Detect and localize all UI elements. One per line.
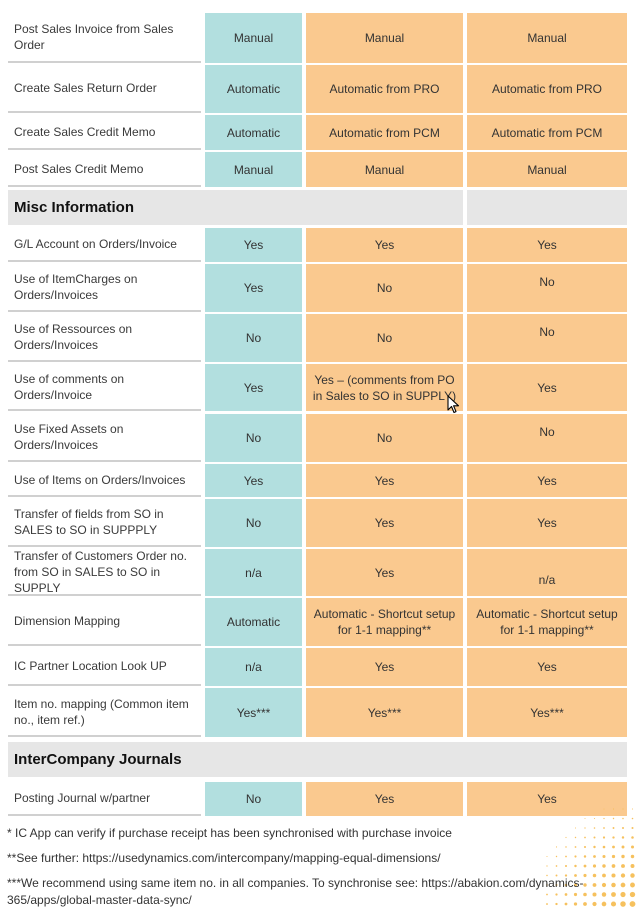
table-row: Posting Journal w/partner No Yes Yes (0, 782, 637, 816)
cell-col3: n/a (467, 549, 627, 596)
cell-col2: Automatic from PRO (306, 65, 463, 113)
cell-col1: Yes (205, 364, 302, 411)
table-row: G/L Account on Orders/Invoice Yes Yes Ye… (0, 228, 637, 262)
table-row: Transfer of fields from SO in SALES to S… (0, 499, 637, 547)
cell-col2: No (306, 414, 463, 462)
cell-col2: Manual (306, 152, 463, 187)
row-label: Use of Items on Orders/Invoices (8, 464, 201, 497)
cell-col3: Yes (467, 364, 627, 411)
table-row: Use of Ressources on Orders/Invoices No … (0, 314, 637, 362)
cell-col3: Yes*** (467, 688, 627, 737)
cell-col3: No (467, 264, 627, 312)
table-row: Use Fixed Assets on Orders/Invoices No N… (0, 414, 637, 462)
mouse-cursor-icon (447, 395, 460, 414)
section-header-journals: InterCompany Journals (0, 742, 637, 777)
cell-col3: Yes (467, 782, 627, 816)
row-label: Use of comments on Orders/Invoice (8, 364, 201, 411)
cell-col1: n/a (205, 549, 302, 596)
cell-col3: Automatic - Shortcut setup for 1-1 mappi… (467, 598, 627, 646)
cell-col3: No (467, 414, 627, 462)
table-row: Post Sales Credit Memo Manual Manual Man… (0, 152, 637, 187)
table-row: Post Sales Invoice from Sales Order Manu… (0, 13, 637, 63)
cell-col3: Manual (467, 152, 627, 187)
cell-col1: Automatic (205, 598, 302, 646)
cell-col2: Yes (306, 782, 463, 816)
row-label: IC Partner Location Look UP (8, 648, 201, 686)
cell-col3: Yes (467, 648, 627, 686)
cell-col1: No (205, 499, 302, 547)
cell-col3: Manual (467, 13, 627, 63)
footnote-1: * IC App can verify if purchase receipt … (7, 826, 452, 840)
table-row: IC Partner Location Look UP n/a Yes Yes (0, 648, 637, 686)
table-row: Create Sales Credit Memo Automatic Autom… (0, 115, 637, 150)
cell-col2: No (306, 264, 463, 312)
table-row: Use of comments on Orders/Invoice Yes Ye… (0, 364, 637, 411)
cell-col2: Automatic from PCM (306, 115, 463, 150)
cell-col3: Automatic from PCM (467, 115, 627, 150)
cell-col1: No (205, 314, 302, 362)
cell-col2: Yes – (comments from PO in Sales to SO i… (306, 364, 463, 411)
cell-col3: No (467, 314, 627, 362)
row-label: Dimension Mapping (8, 598, 201, 646)
table-row: Use of ItemCharges on Orders/Invoices Ye… (0, 264, 637, 312)
row-label: Create Sales Return Order (8, 65, 201, 113)
row-label: Use of Ressources on Orders/Invoices (8, 314, 201, 362)
cell-col3: Yes (467, 464, 627, 497)
section-title: InterCompany Journals (8, 742, 627, 777)
cell-col1: Yes (205, 264, 302, 312)
cell-col1: Manual (205, 152, 302, 187)
row-label: Use Fixed Assets on Orders/Invoices (8, 414, 201, 462)
cell-col2: Manual (306, 13, 463, 63)
cell-col3: Yes (467, 499, 627, 547)
decorative-dots (546, 808, 636, 907)
table-row: Dimension Mapping Automatic Automatic - … (0, 598, 637, 646)
row-label: Use of ItemCharges on Orders/Invoices (8, 264, 201, 312)
row-label: Create Sales Credit Memo (8, 115, 201, 150)
row-label: G/L Account on Orders/Invoice (8, 228, 201, 262)
cell-col2: Yes (306, 464, 463, 497)
cell-col1: Automatic (205, 115, 302, 150)
section-title: Misc Information (8, 190, 463, 225)
cell-col2: Yes (306, 499, 463, 547)
footnote-2[interactable]: **See further: https://usedynamics.com/i… (7, 851, 441, 865)
row-label: Post Sales Credit Memo (8, 152, 201, 187)
row-label: Post Sales Invoice from Sales Order (8, 13, 201, 63)
row-label: Item no. mapping (Common item no., item … (8, 688, 201, 737)
cell-col3: Automatic from PRO (467, 65, 627, 113)
cell-col1: No (205, 782, 302, 816)
cell-col1: No (205, 414, 302, 462)
table-row: Transfer of Customers Order no. from SO … (0, 549, 637, 596)
cell-col3: Yes (467, 228, 627, 262)
table-row: Item no. mapping (Common item no., item … (0, 688, 637, 737)
row-label: Transfer of fields from SO in SALES to S… (8, 499, 201, 547)
cell-col1: n/a (205, 648, 302, 686)
cell-col2: Automatic - Shortcut setup for 1-1 mappi… (306, 598, 463, 646)
cell-col1: Automatic (205, 65, 302, 113)
cell-col2: Yes (306, 648, 463, 686)
table-row: Create Sales Return Order Automatic Auto… (0, 65, 637, 113)
footnote-3-cont[interactable]: 365/apps/global-master-data-sync/ (7, 893, 192, 907)
row-label: Transfer of Customers Order no. from SO … (8, 549, 201, 596)
footnote-3[interactable]: ***We recommend using same item no. in a… (7, 876, 584, 890)
section-header-fill (467, 190, 627, 225)
cell-col2: No (306, 314, 463, 362)
cell-col2: Yes (306, 228, 463, 262)
section-header-misc: Misc Information (0, 190, 637, 225)
cell-col1: Yes (205, 228, 302, 262)
row-label: Posting Journal w/partner (8, 782, 201, 816)
cell-col2: Yes*** (306, 688, 463, 737)
cell-col2: Yes (306, 549, 463, 596)
cell-col1: Yes*** (205, 688, 302, 737)
table-row: Use of Items on Orders/Invoices Yes Yes … (0, 464, 637, 497)
cell-col1: Manual (205, 13, 302, 63)
cell-col1: Yes (205, 464, 302, 497)
